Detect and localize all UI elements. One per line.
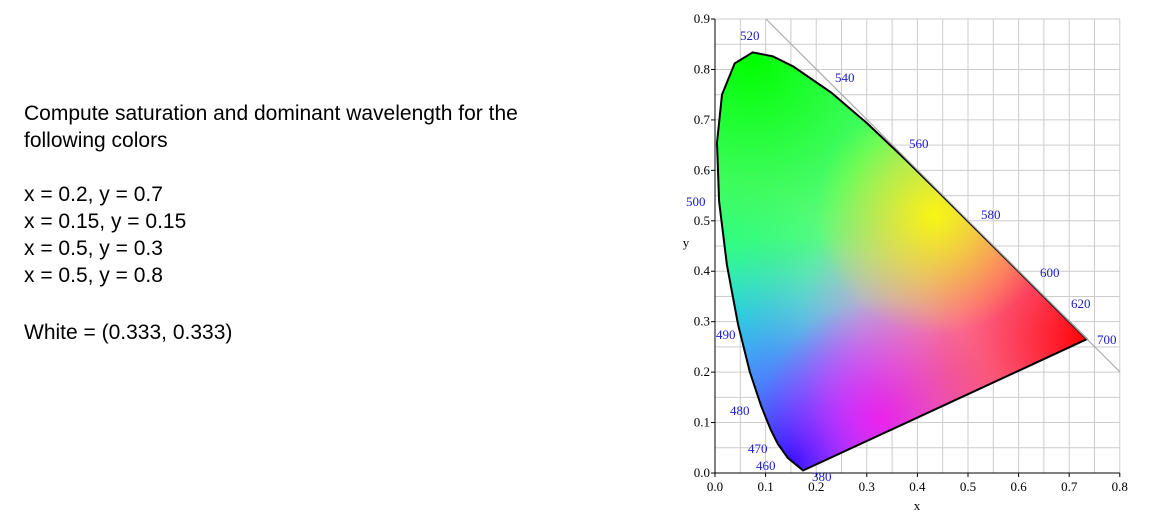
y-tick-label: 0.8 xyxy=(694,61,710,76)
color-item: x = 0.15, y = 0.15 xyxy=(24,210,187,233)
wavelength-label: 490 xyxy=(716,327,736,342)
y-tick-label: 0.1 xyxy=(694,415,710,430)
x-tick-label: 0.1 xyxy=(757,479,773,494)
y-tick-label: 0.5 xyxy=(694,213,710,228)
gamut-fill xyxy=(717,52,1087,471)
wavelength-label: 700 xyxy=(1097,332,1117,347)
y-tick-label: 0.0 xyxy=(694,465,710,480)
white-point: White = (0.333, 0.333) xyxy=(24,321,233,344)
question-line: Compute saturation and dominant waveleng… xyxy=(24,102,518,125)
question: Compute saturation and dominant waveleng… xyxy=(24,100,518,154)
wavelength-label: 580 xyxy=(981,207,1001,222)
wavelength-label: 460 xyxy=(756,458,776,473)
x-tick-label: 0.4 xyxy=(909,479,926,494)
wavelength-label: 480 xyxy=(730,403,750,418)
y-tick-label: 0.4 xyxy=(694,263,711,278)
y-tick-label: 0.2 xyxy=(694,364,710,379)
color-list: x = 0.2, y = 0.7 x = 0.15, y = 0.15 x = … xyxy=(24,181,186,289)
color-item: x = 0.5, y = 0.8 xyxy=(24,264,163,287)
wavelength-label: 600 xyxy=(1040,265,1060,280)
wavelength-label: 500 xyxy=(686,194,706,209)
question-line: following colors xyxy=(24,129,168,152)
x-tick-label: 0.2 xyxy=(808,479,824,494)
wavelength-label: 540 xyxy=(835,70,855,85)
x-tick-label: 0.8 xyxy=(1112,479,1128,494)
y-tick-label: 0.6 xyxy=(694,162,711,177)
x-tick-label: 0.7 xyxy=(1061,479,1078,494)
diagonal-line xyxy=(765,18,1121,373)
y-tick-label: 0.7 xyxy=(694,112,711,127)
color-item: x = 0.2, y = 0.7 xyxy=(24,183,163,206)
y-tick-label: 0.3 xyxy=(694,314,710,329)
wavelength-label: 520 xyxy=(740,28,760,43)
wavelength-label: 560 xyxy=(909,136,929,151)
color-item: x = 0.5, y = 0.3 xyxy=(24,237,163,260)
wavelength-label: 470 xyxy=(748,441,768,456)
wavelength-label: 380 xyxy=(812,469,832,484)
x-tick-label: 0.0 xyxy=(707,479,723,494)
x-tick-label: 0.6 xyxy=(1010,479,1027,494)
x-tick-label: 0.5 xyxy=(960,479,976,494)
y-axis-label: y xyxy=(683,235,690,250)
y-tick-label: 0.9 xyxy=(694,11,710,26)
x-axis-label: x xyxy=(914,498,921,513)
axes: 0.0 0.1 0.2 0.3 0.4 0.5 0.6 0.7 0.8 0.0 0.1 0.2 0.3 0… xyxy=(683,11,1128,513)
x-tick-label: 0.3 xyxy=(859,479,875,494)
wavelength-label: 620 xyxy=(1071,296,1091,311)
